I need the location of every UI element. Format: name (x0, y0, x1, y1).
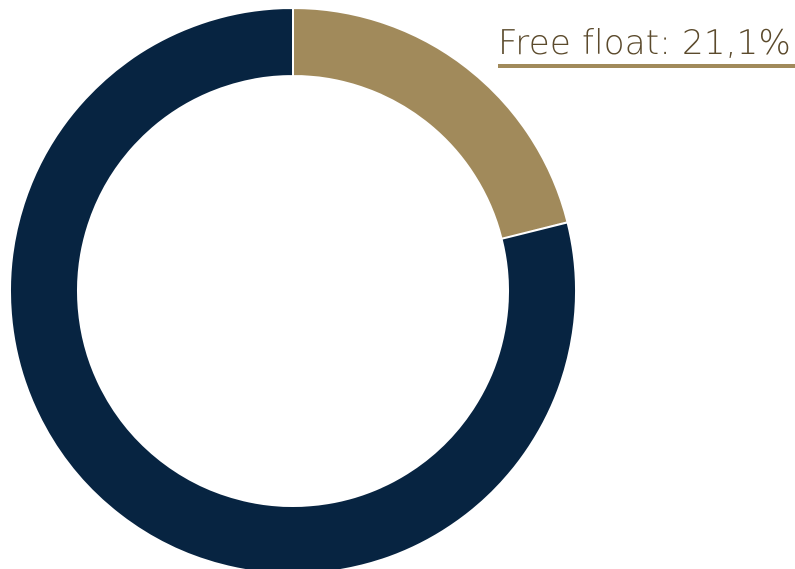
slice-1 (9, 6, 577, 569)
donut-slices (9, 6, 577, 569)
slice-annotations: Free float: 21,1% (498, 23, 795, 68)
free-float-label: Free float: 21,1% (498, 23, 791, 63)
